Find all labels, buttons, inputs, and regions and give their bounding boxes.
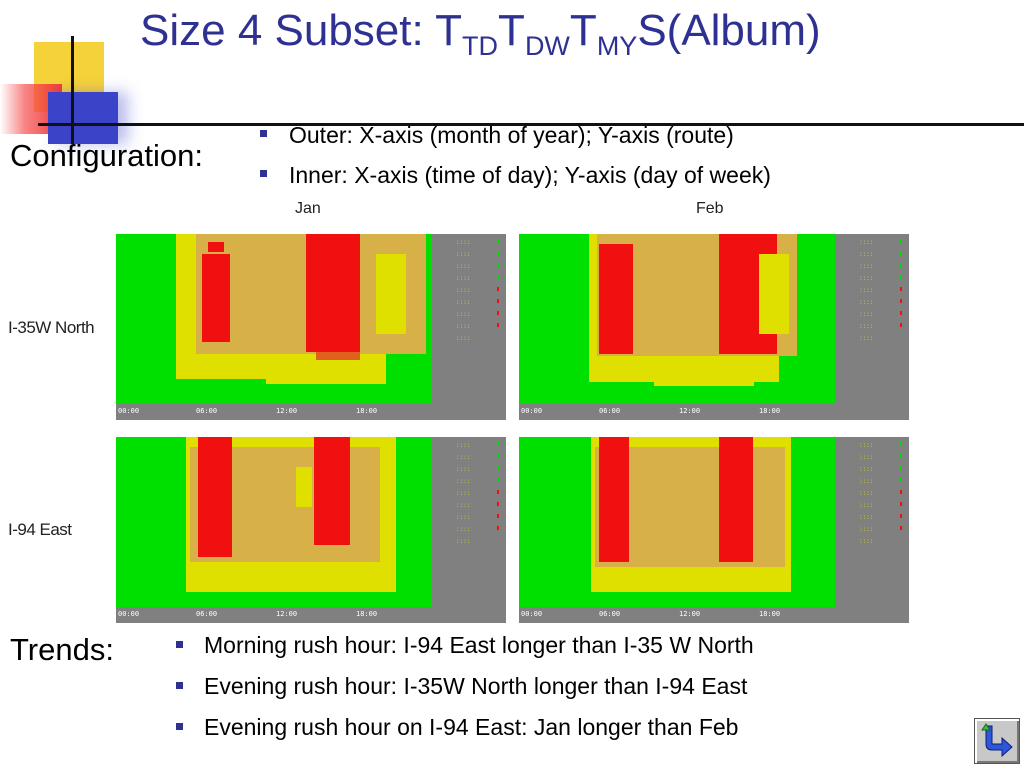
svg-text:::::: :::: (456, 287, 470, 294)
svg-text:18:00: 18:00 (759, 407, 780, 415)
heatmap-panel-i35w-feb: 00:00 06:00 12:00 18:00 :::::::::::: :::::… (519, 234, 909, 420)
bullet-square-icon (176, 682, 183, 689)
trends-label: Trends: (10, 632, 114, 667)
heatmap-image: 00:00 06:00 12:00 18:00 :::::::::::: :::::… (116, 234, 499, 420)
svg-text:::::: :::: (456, 442, 470, 449)
trend-item: Evening rush hour: I-35W North longer th… (176, 669, 754, 710)
trend-item: Evening rush hour on I-94 East: Jan long… (176, 710, 754, 751)
svg-text:::::: :::: (456, 526, 470, 533)
configuration-item-text: Inner: X-axis (time of day); Y-axis (day… (289, 162, 771, 188)
heatmap-panel-i94-jan: 00:00 06:00 12:00 18:00 :::::::::::: :::::… (116, 437, 506, 623)
svg-text:::::: :::: (456, 490, 470, 497)
svg-text:::::: :::: (859, 263, 873, 270)
heatmap-image: 00:00 06:00 12:00 18:00 :::::::::::: :::::… (519, 437, 902, 623)
svg-text:::::: :::: (859, 251, 873, 258)
title-prefix: Size 4 Subset: (140, 6, 436, 55)
title-t1: T (435, 6, 463, 55)
trend-item-text: Morning rush hour: I-94 East longer than… (204, 632, 754, 658)
svg-text:::::: :::: (859, 287, 873, 294)
trend-item: Morning rush hour: I-94 East longer than… (176, 628, 754, 669)
decor-vertical-rule (71, 36, 74, 144)
svg-text:18:00: 18:00 (356, 610, 377, 618)
svg-text:::::: :::: (456, 335, 470, 342)
trend-item-text: Evening rush hour: I-35W North longer th… (204, 673, 748, 699)
svg-text:::::: :::: (859, 514, 873, 521)
heatmap-panel-i35w-jan: 00:00 06:00 12:00 18:00 :::::::::::: :::::… (116, 234, 506, 420)
trend-item-text: Evening rush hour on I-94 East: Jan long… (204, 714, 739, 740)
svg-text:::::: :::: (456, 263, 470, 270)
configuration-item: Outer: X-axis (month of year); Y-axis (r… (260, 118, 771, 158)
svg-text:::::: :::: (456, 478, 470, 485)
svg-text:::::: :::: (859, 442, 873, 449)
month-label-feb: Feb (696, 200, 724, 217)
trends-list: Morning rush hour: I-94 East longer than… (176, 628, 754, 751)
svg-text:::::: :::: (859, 239, 873, 246)
configuration-item-text: Outer: X-axis (month of year); Y-axis (r… (289, 122, 734, 148)
svg-text:::::: :::: (859, 538, 873, 545)
svg-text:18:00: 18:00 (759, 610, 780, 618)
svg-text:::::: :::: (859, 526, 873, 533)
bullet-square-icon (176, 723, 183, 730)
configuration-item: Inner: X-axis (time of day); Y-axis (day… (260, 158, 771, 198)
svg-text:::::: :::: (456, 502, 470, 509)
route-label-i35w-north: I-35W North (8, 318, 95, 337)
bullet-square-icon (260, 170, 267, 177)
title-sub-td: TD (462, 31, 499, 61)
svg-text:::::: :::: (859, 454, 873, 461)
svg-text:::::: :::: (859, 323, 873, 330)
svg-text:::::: :::: (456, 239, 470, 246)
svg-text:12:00: 12:00 (679, 407, 700, 415)
title-underline-rule (38, 123, 1024, 126)
svg-text:::::: :::: (456, 251, 470, 258)
svg-text:06:00: 06:00 (599, 407, 620, 415)
svg-text:::::: :::: (859, 299, 873, 306)
svg-text:::::: :::: (456, 538, 470, 545)
svg-text:18:00: 18:00 (356, 407, 377, 415)
svg-text:::::: :::: (859, 311, 873, 318)
svg-text:::::: :::: (456, 514, 470, 521)
svg-text:06:00: 06:00 (196, 610, 217, 618)
svg-text:12:00: 12:00 (276, 610, 297, 618)
return-nav-button[interactable] (974, 718, 1020, 764)
route-label-i94-east: I-94 East (8, 520, 72, 539)
svg-text:::::: :::: (859, 335, 873, 342)
decor-blue-square (48, 92, 118, 144)
svg-text:12:00: 12:00 (276, 407, 297, 415)
svg-text:00:00: 00:00 (521, 610, 542, 618)
svg-text:00:00: 00:00 (118, 610, 139, 618)
configuration-label: Configuration: (10, 138, 204, 173)
svg-text:06:00: 06:00 (196, 407, 217, 415)
svg-text:06:00: 06:00 (599, 610, 620, 618)
slide-title: Size 4 Subset: TTDTDWTMYS(Album) (140, 6, 821, 60)
svg-text:00:00: 00:00 (521, 407, 542, 415)
title-suffix: S(Album) (637, 6, 821, 55)
title-t3: T (569, 6, 597, 55)
svg-text:::::: :::: (456, 311, 470, 318)
title-sub-my: MY (596, 31, 638, 61)
svg-text:::::: :::: (859, 502, 873, 509)
bullet-square-icon (176, 641, 183, 648)
heatmap-image: 00:00 06:00 12:00 18:00 :::::::::::: :::::… (116, 437, 499, 623)
svg-text:::::: :::: (859, 478, 873, 485)
svg-text:12:00: 12:00 (679, 610, 700, 618)
svg-text:::::: :::: (456, 466, 470, 473)
heatmap-panel-i94-feb: 00:00 06:00 12:00 18:00 :::::::::::: :::::… (519, 437, 909, 623)
svg-text:::::: :::: (456, 454, 470, 461)
bullet-square-icon (260, 130, 267, 137)
title-t2: T (498, 6, 525, 55)
configuration-list: Outer: X-axis (month of year); Y-axis (r… (260, 118, 771, 198)
month-label-jan: Jan (295, 200, 321, 217)
svg-text:::::: :::: (859, 466, 873, 473)
return-arrow-icon (981, 723, 1013, 758)
svg-text:::::: :::: (859, 275, 873, 282)
svg-text:::::: :::: (456, 323, 470, 330)
svg-text:00:00: 00:00 (118, 407, 139, 415)
heatmap-image: 00:00 06:00 12:00 18:00 :::::::::::: :::::… (519, 234, 902, 420)
svg-text:::::: :::: (456, 275, 470, 282)
title-sub-dw: DW (524, 31, 570, 61)
svg-text:::::: :::: (456, 299, 470, 306)
svg-text:::::: :::: (859, 490, 873, 497)
